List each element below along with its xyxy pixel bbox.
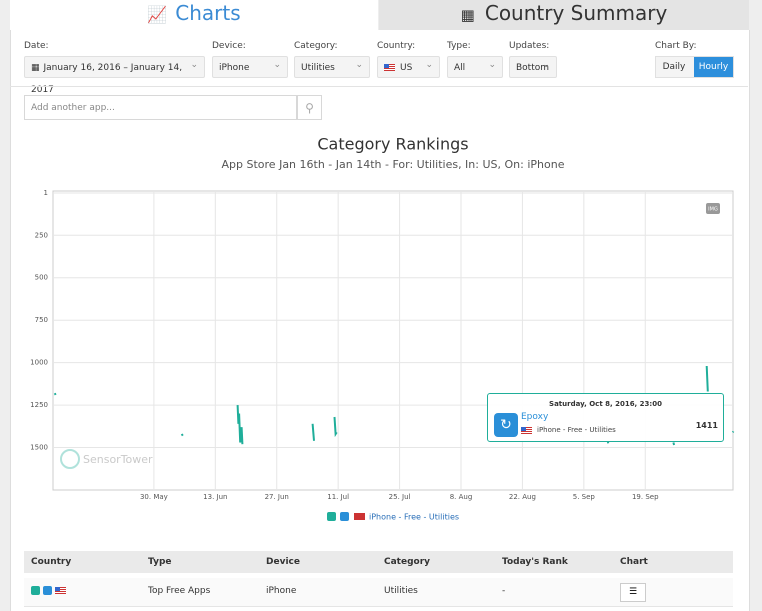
tab-label: Country Summary (484, 1, 668, 25)
chart: Category Rankings App Store Jan 16th - J… (30, 135, 735, 522)
flag-icon (55, 587, 66, 594)
search-input[interactable]: Add another app... (24, 95, 297, 120)
select-value: iPhone (219, 63, 250, 73)
legend-label[interactable]: iPhone - Free - Utilities (369, 513, 459, 522)
color-swatch (31, 586, 40, 595)
filter-label: Country: (377, 41, 416, 51)
category-select[interactable]: Utilities (294, 54, 370, 78)
watermark: SensorTower (60, 449, 153, 469)
y-tick-label: 1500 (30, 444, 48, 452)
x-tick-label: 13. Jun (203, 493, 227, 501)
tab-label: Charts (175, 1, 241, 25)
country-cell (31, 580, 71, 602)
filter-label: Type: (447, 41, 471, 51)
y-tick-label: 1000 (30, 359, 48, 367)
filter-label: Updates: (509, 41, 550, 51)
tooltip-detail: iPhone - Free - Utilities (537, 426, 616, 434)
export-button[interactable] (706, 203, 720, 214)
x-tick-label: 27. Jun (265, 493, 289, 501)
updates-select[interactable]: Bottom (509, 54, 557, 78)
table-cell: iPhone (266, 586, 297, 596)
date-select[interactable]: ▦ January 16, 2016 – January 14, 2017 (24, 54, 205, 95)
type-select[interactable]: All (447, 54, 503, 78)
legend-swatch (327, 512, 336, 521)
select-value: US (400, 63, 413, 73)
watermark-icon (60, 449, 80, 469)
watermark-text: SensorTower (83, 453, 153, 466)
table-header-cell: Country (31, 557, 72, 567)
x-tick-label: 5. Sep (573, 493, 596, 501)
filter-label: Date: (24, 41, 49, 51)
flag-icon (384, 64, 395, 71)
chart-button[interactable]: ☰ (620, 583, 646, 602)
x-tick-label: 19. Sep (632, 493, 659, 501)
flag-icon (521, 426, 532, 434)
table-header-cell: Today's Rank (502, 557, 568, 567)
export-label: IMG (708, 207, 718, 213)
tooltip-date: Saturday, Oct 8, 2016, 23:00 (549, 400, 662, 408)
x-tick-label: 22. Aug (509, 493, 536, 501)
x-tick-label: 8. Aug (450, 493, 473, 501)
tooltip-detail-row: iPhone - Free - Utilities (521, 426, 616, 434)
toggle-daily[interactable]: Daily (662, 62, 686, 72)
app-icon: ↻ (494, 413, 518, 437)
series-line (53, 365, 735, 446)
select-value: Bottom (516, 63, 550, 73)
tooltip-rank: 1411 (695, 421, 718, 430)
filter-label: Category: (294, 41, 338, 51)
select-value: All (454, 63, 466, 73)
plot-frame (52, 190, 734, 491)
y-tick-label: 1 (44, 189, 48, 197)
filter-label: Chart By: (655, 41, 697, 51)
table-cell: - (502, 586, 506, 596)
x-tick-label: 25. Jul (389, 493, 411, 501)
table-header-cell: Device (266, 557, 300, 567)
y-tick-label: 750 (35, 316, 48, 324)
placeholder: Add another app... (31, 103, 115, 113)
app-icon (43, 586, 52, 595)
table-header (24, 551, 733, 573)
search-button[interactable]: ⚲ (297, 95, 322, 120)
select-value: Utilities (301, 63, 335, 73)
select-value: January 16, 2016 – January 14, 2017 (31, 63, 183, 95)
table-header-cell: Category (384, 557, 431, 567)
table-row (24, 578, 733, 607)
tooltip: Saturday, Oct 8, 2016, 23:00 ↻ Epoxy iPh… (487, 393, 724, 442)
filter-label: Device: (212, 41, 246, 51)
y-tick-label: 500 (35, 274, 48, 282)
tab-country-summary[interactable]: ▦ Country Summary (379, 0, 749, 30)
chart-by-toggle: Daily Hourly (655, 56, 734, 78)
x-tick-label: 11. Jul (327, 493, 349, 501)
table-cell: Top Free Apps (148, 586, 211, 596)
tooltip-app[interactable]: Epoxy (521, 412, 549, 422)
x-tick-label: 30. May (140, 493, 168, 501)
chart-subtitle: App Store Jan 16th - Jan 14th - For: Uti… (222, 158, 565, 171)
toggle-hourly[interactable]: Hourly (694, 57, 733, 77)
legend-flag (354, 513, 365, 520)
country-select[interactable]: US (377, 54, 440, 78)
chart-title: Category Rankings (317, 135, 468, 154)
legend-app-icon (340, 512, 349, 521)
y-tick-label: 250 (35, 231, 48, 239)
divider (10, 86, 748, 87)
table-cell: Utilities (384, 586, 418, 596)
y-tick-label: 1250 (30, 401, 48, 409)
tab-charts[interactable]: 📈 Charts (10, 0, 378, 30)
device-select[interactable]: iPhone (212, 54, 288, 78)
table-header-cell: Chart (620, 557, 648, 567)
table-header-cell: Type (148, 557, 172, 567)
